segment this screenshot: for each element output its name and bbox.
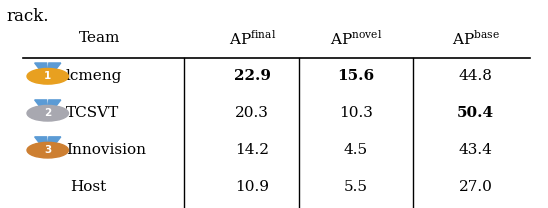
Text: 27.0: 27.0 — [459, 180, 493, 194]
Text: 10.3: 10.3 — [339, 106, 373, 120]
Text: 44.8: 44.8 — [459, 69, 493, 83]
Polygon shape — [35, 100, 48, 109]
Text: 14.2: 14.2 — [235, 143, 269, 157]
Circle shape — [27, 142, 68, 158]
Text: 22.9: 22.9 — [233, 69, 271, 83]
Circle shape — [27, 68, 68, 84]
Polygon shape — [35, 63, 48, 72]
Text: 4.5: 4.5 — [344, 143, 368, 157]
Text: 43.4: 43.4 — [459, 143, 493, 157]
Text: 50.4: 50.4 — [457, 106, 494, 120]
Text: 1: 1 — [44, 71, 52, 81]
Polygon shape — [35, 137, 48, 146]
Text: TCSVT: TCSVT — [66, 106, 119, 120]
Polygon shape — [48, 63, 61, 72]
Text: AP$^{\mathregular{final}}$: AP$^{\mathregular{final}}$ — [229, 29, 276, 48]
Text: 2: 2 — [44, 108, 52, 118]
Polygon shape — [48, 100, 61, 109]
Circle shape — [27, 105, 68, 121]
Text: 20.3: 20.3 — [235, 106, 269, 120]
Polygon shape — [48, 137, 61, 146]
Text: AP$^{\mathregular{novel}}$: AP$^{\mathregular{novel}}$ — [329, 29, 382, 48]
Text: Team: Team — [79, 31, 120, 45]
Text: Innovision: Innovision — [66, 143, 146, 157]
Text: lcmeng: lcmeng — [66, 69, 122, 83]
Text: 5.5: 5.5 — [344, 180, 368, 194]
Text: 10.9: 10.9 — [235, 180, 269, 194]
Text: 15.6: 15.6 — [337, 69, 374, 83]
Text: Host: Host — [71, 180, 107, 194]
Text: 3: 3 — [44, 145, 52, 155]
Text: rack.: rack. — [7, 7, 49, 25]
Text: AP$^{\mathregular{base}}$: AP$^{\mathregular{base}}$ — [452, 29, 500, 48]
